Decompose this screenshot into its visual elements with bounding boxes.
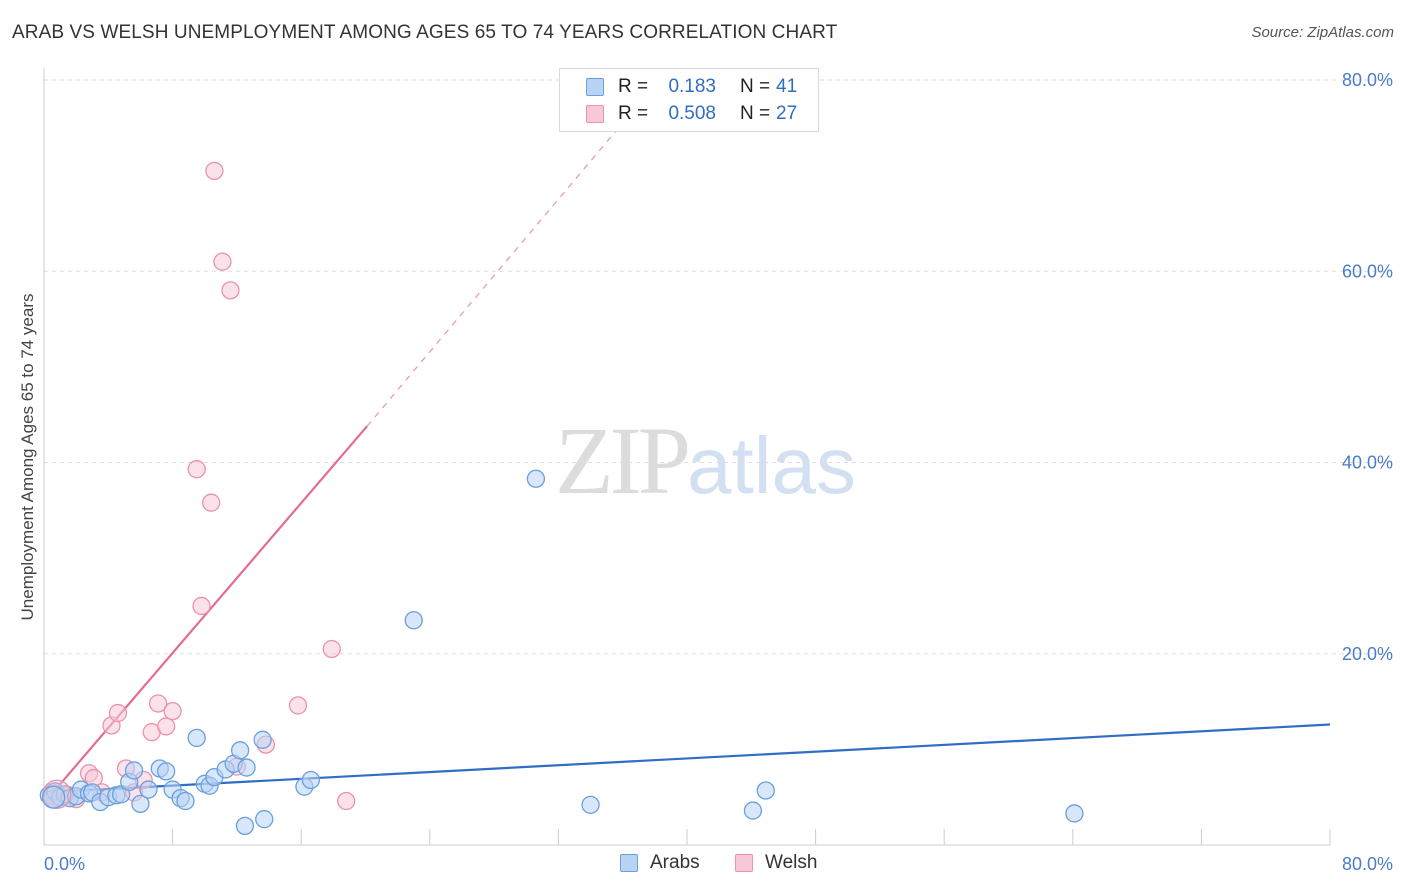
chart-title: ARAB VS WELSH UNEMPLOYMENT AMONG AGES 65… — [12, 22, 838, 43]
arab-point — [743, 801, 763, 820]
arab-point — [404, 611, 423, 630]
arab-point — [235, 816, 255, 836]
watermark-atlas: atlas — [687, 421, 856, 510]
welsh-point — [288, 696, 308, 715]
arabs-legend-swatch — [620, 854, 638, 872]
tick-labels: 20.0% 40.0% 60.0% 80.0% 0.0% 80.0% — [44, 70, 1393, 874]
arab-point — [581, 795, 600, 814]
n-label: N = — [740, 103, 771, 124]
arab-point — [253, 730, 272, 749]
n-label: N = — [740, 76, 771, 97]
watermark: ZIPatlas — [555, 405, 856, 516]
welsh-point — [157, 717, 176, 736]
welsh-point — [187, 460, 206, 479]
x-tick-label: 0.0% — [44, 854, 85, 874]
y-tick-label: 80.0% — [1342, 70, 1393, 90]
data-points — [39, 161, 1084, 836]
arab-point — [124, 761, 144, 780]
x-tick-label: 80.0% — [1342, 854, 1393, 874]
arab-point — [131, 794, 150, 814]
welsh-point — [148, 694, 168, 713]
arab-point — [139, 780, 158, 799]
welsh-point — [205, 161, 224, 180]
n-value-welsh: 27 — [776, 103, 798, 124]
welsh-point — [337, 791, 356, 811]
legend-item-welsh[interactable]: Welsh — [735, 852, 817, 874]
arab-point — [526, 469, 546, 488]
source-label: Source: ZipAtlas.com — [1251, 24, 1394, 41]
arab-point — [301, 770, 320, 790]
welsh-swatch — [586, 105, 604, 123]
legend-item-arabs[interactable]: Arabs — [620, 852, 700, 874]
r-value-welsh: 0.508 — [668, 103, 716, 124]
arab-point — [230, 741, 250, 760]
legend-row-welsh: R = 0.508 N = 27 — [586, 102, 797, 126]
welsh-point — [322, 639, 341, 659]
axes — [43, 68, 1331, 846]
arab-point — [756, 781, 775, 800]
n-value-arabs: 41 — [776, 76, 798, 97]
welsh-point — [202, 493, 221, 512]
y-tick-label: 20.0% — [1342, 644, 1393, 664]
r-label: R = — [618, 103, 649, 124]
arab-trend-line — [43, 723, 1331, 794]
y-tick-label: 60.0% — [1342, 261, 1393, 281]
watermark-zip: ZIP — [555, 407, 691, 514]
arab-point — [237, 758, 256, 777]
legend-row-arabs: R = 0.183 N = 41 — [586, 75, 797, 99]
arab-point — [255, 810, 274, 829]
welsh-legend-label: Welsh — [765, 852, 818, 873]
welsh-point — [221, 281, 240, 300]
arabs-legend-label: Arabs — [650, 852, 700, 873]
series-legend: Arabs Welsh — [0, 852, 1406, 878]
arabs-swatch — [586, 78, 604, 96]
trend-lines — [43, 103, 1331, 804]
r-value-arabs: 0.183 — [668, 76, 716, 97]
arab-point — [187, 728, 206, 748]
welsh-point — [192, 596, 211, 616]
arab-point — [1065, 804, 1084, 823]
correlation-legend: R = 0.183 N = 41 R = 0.508 N = 27 — [559, 68, 819, 132]
y-tick-label: 40.0% — [1342, 453, 1393, 473]
arab-point-cluster — [41, 785, 66, 809]
welsh-point — [163, 701, 182, 721]
welsh-point — [108, 703, 128, 723]
welsh-point — [213, 252, 232, 271]
welsh-trend-extension — [366, 103, 640, 427]
arab-point — [157, 762, 176, 781]
welsh-trend-line — [43, 425, 368, 804]
r-label: R = — [618, 76, 649, 97]
arab-point — [176, 791, 195, 811]
welsh-legend-swatch — [735, 854, 753, 872]
